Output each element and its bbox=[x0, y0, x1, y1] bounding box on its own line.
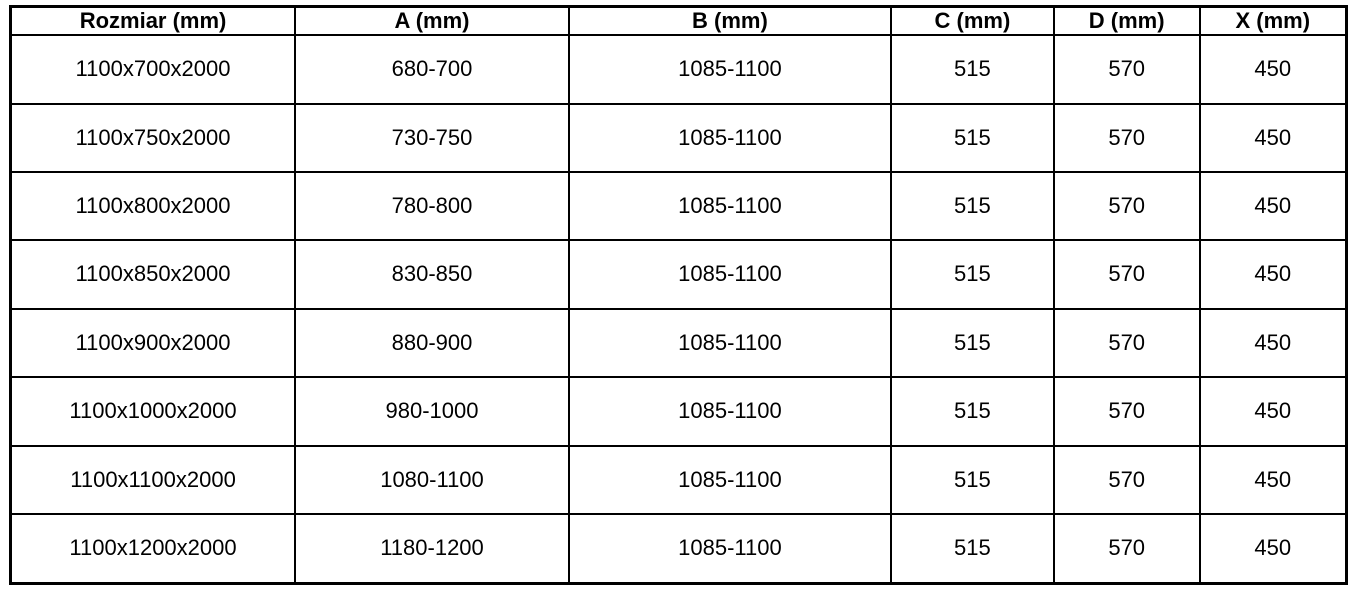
table-cell-b: 1085-1100 bbox=[567, 376, 892, 447]
column-header-rozmiar: Rozmiar (mm) bbox=[9, 5, 297, 37]
column-header-a: A (mm) bbox=[294, 5, 570, 37]
table-cell-a: 1180-1200 bbox=[294, 512, 570, 585]
table-cell-c: 515 bbox=[889, 171, 1055, 242]
table-cell-x: 450 bbox=[1198, 376, 1348, 447]
table-body: 1100x700x2000 680-700 1085-1100 515 570 450 11… bbox=[9, 34, 1348, 585]
table-cell-rozmiar: 1100x800x2000 bbox=[9, 171, 297, 242]
table-cell-b: 1085-1100 bbox=[567, 102, 892, 174]
table-cell-d: 570 bbox=[1052, 512, 1201, 585]
table-cell-b: 1085-1100 bbox=[567, 307, 892, 379]
table-cell-c: 515 bbox=[889, 102, 1055, 174]
table-cell-x: 450 bbox=[1198, 512, 1348, 585]
table-cell-x: 450 bbox=[1198, 444, 1348, 515]
table-cell-c: 515 bbox=[889, 239, 1055, 310]
column-header-x: X (mm) bbox=[1198, 5, 1348, 37]
table-cell-rozmiar: 1100x1000x2000 bbox=[9, 376, 297, 447]
table-cell-d: 570 bbox=[1052, 444, 1201, 515]
table-row: 1100x1200x2000 1180-1200 1085-1100 515 570 45… bbox=[9, 512, 1348, 585]
table-row: 1100x1000x2000 980-1000 1085-1100 515 570 450 bbox=[9, 376, 1348, 447]
table-row: 1100x800x2000 780-800 1085-1100 515 570 450 bbox=[9, 171, 1348, 242]
table-cell-d: 570 bbox=[1052, 307, 1201, 379]
table-cell-b: 1085-1100 bbox=[567, 34, 892, 105]
column-header-d: D (mm) bbox=[1052, 5, 1201, 37]
table-cell-x: 450 bbox=[1198, 239, 1348, 310]
table-row: 1100x1100x2000 1080-1100 1085-1100 515 570 45… bbox=[9, 444, 1348, 515]
table-cell-b: 1085-1100 bbox=[567, 171, 892, 242]
column-header-c: C (mm) bbox=[889, 5, 1055, 37]
table-cell-c: 515 bbox=[889, 34, 1055, 105]
table-cell-rozmiar: 1100x700x2000 bbox=[9, 34, 297, 105]
header-row: Rozmiar (mm) A (mm) B (mm) C (mm) D (mm) X (m… bbox=[9, 5, 1348, 37]
table-cell-x: 450 bbox=[1198, 34, 1348, 105]
table-cell-b: 1085-1100 bbox=[567, 444, 892, 515]
table-cell-rozmiar: 1100x850x2000 bbox=[9, 239, 297, 310]
table-row: 1100x700x2000 680-700 1085-1100 515 570 450 bbox=[9, 34, 1348, 105]
table-cell-x: 450 bbox=[1198, 171, 1348, 242]
table-cell-rozmiar: 1100x1200x2000 bbox=[9, 512, 297, 585]
table-cell-c: 515 bbox=[889, 444, 1055, 515]
table-cell-a: 980-1000 bbox=[294, 376, 570, 447]
table-row: 1100x750x2000 730-750 1085-1100 515 570 450 bbox=[9, 102, 1348, 174]
table-header: Rozmiar (mm) A (mm) B (mm) C (mm) D (mm) X (m… bbox=[9, 5, 1348, 37]
table-cell-d: 570 bbox=[1052, 34, 1201, 105]
table-cell-a: 830-850 bbox=[294, 239, 570, 310]
table-cell-rozmiar: 1100x750x2000 bbox=[9, 102, 297, 174]
table-cell-c: 515 bbox=[889, 512, 1055, 585]
table-cell-b: 1085-1100 bbox=[567, 512, 892, 585]
table-cell-d: 570 bbox=[1052, 376, 1201, 447]
table-row: 1100x900x2000 880-900 1085-1100 515 570 450 bbox=[9, 307, 1348, 379]
table-cell-d: 570 bbox=[1052, 239, 1201, 310]
size-spec-table: Rozmiar (mm) A (mm) B (mm) C (mm) D (mm) X (m… bbox=[9, 5, 1348, 585]
table-cell-a: 680-700 bbox=[294, 34, 570, 105]
table-cell-a: 880-900 bbox=[294, 307, 570, 379]
table-row: 1100x850x2000 830-850 1085-1100 515 570 450 bbox=[9, 239, 1348, 310]
table-cell-d: 570 bbox=[1052, 171, 1201, 242]
table-cell-d: 570 bbox=[1052, 102, 1201, 174]
table-cell-b: 1085-1100 bbox=[567, 239, 892, 310]
table-cell-a: 730-750 bbox=[294, 102, 570, 174]
table-cell-c: 515 bbox=[889, 307, 1055, 379]
table-cell-x: 450 bbox=[1198, 307, 1348, 379]
table-cell-x: 450 bbox=[1198, 102, 1348, 174]
table-cell-a: 1080-1100 bbox=[294, 444, 570, 515]
table-cell-rozmiar: 1100x900x2000 bbox=[9, 307, 297, 379]
table-cell-a: 780-800 bbox=[294, 171, 570, 242]
column-header-b: B (mm) bbox=[567, 5, 892, 37]
table-cell-rozmiar: 1100x1100x2000 bbox=[9, 444, 297, 515]
table-cell-c: 515 bbox=[889, 376, 1055, 447]
